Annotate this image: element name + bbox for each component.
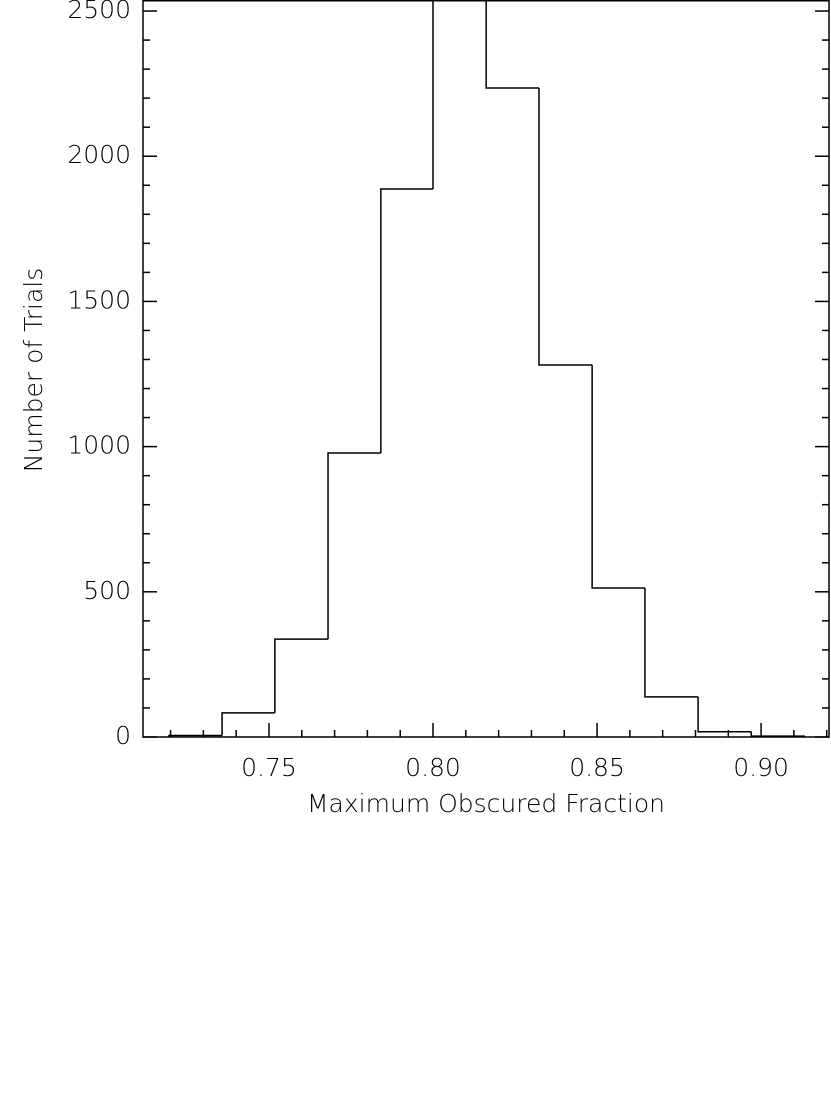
y-tick-label: 1000 (67, 431, 131, 460)
y-tick-label: 1500 (67, 285, 131, 314)
histogram-bin (274, 638, 329, 713)
y-tick-label: 0 (115, 721, 131, 750)
x-axis-label: Maximum Obscured Fraction (307, 789, 665, 818)
histogram-bin (221, 712, 275, 736)
histogram-bin (750, 731, 805, 737)
histogram-bin (697, 696, 752, 733)
histogram-bin (168, 734, 223, 737)
x-tick-label: 0.80 (405, 753, 461, 782)
plot-frame (142, 0, 830, 738)
histogram-bin (432, 0, 434, 190)
histogram-bin (591, 365, 645, 589)
y-tick-label: 2500 (67, 0, 131, 24)
histogram-bin (644, 588, 699, 698)
x-tick-label: 0.85 (569, 753, 625, 782)
histogram-bin (380, 188, 434, 454)
y-tick-label: 500 (83, 576, 131, 605)
histogram-bin (538, 87, 593, 366)
histogram (168, 0, 805, 737)
histogram-bin (327, 452, 381, 640)
y-tick-label: 2000 (67, 140, 131, 169)
x-tick-label: 0.90 (733, 753, 789, 782)
histogram-bin (485, 0, 539, 89)
y-axis-label: Number of Trials (19, 268, 48, 473)
x-tick-label: 0.75 (241, 753, 297, 782)
